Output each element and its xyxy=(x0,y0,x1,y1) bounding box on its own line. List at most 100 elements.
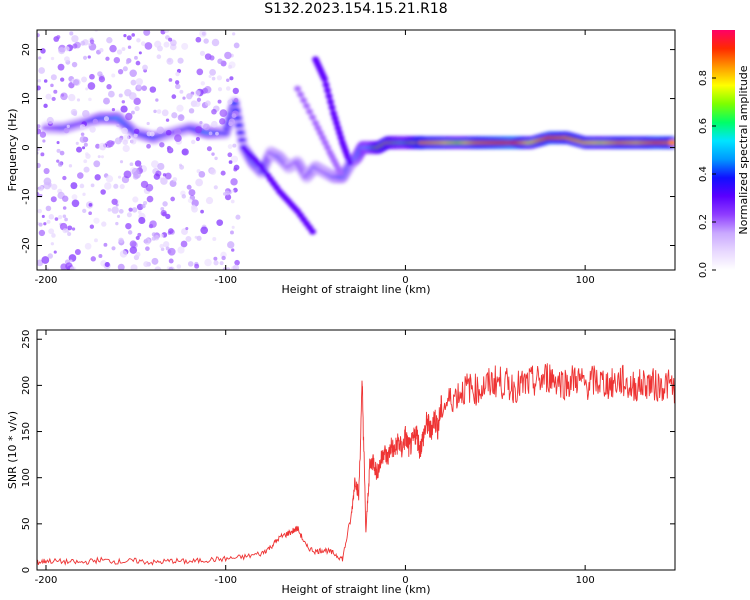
heat-speckle xyxy=(62,175,67,181)
heat-speckle xyxy=(211,108,217,115)
heat-branch-cell xyxy=(303,102,311,109)
heat-speckle xyxy=(90,256,96,262)
heat-branch-cell xyxy=(336,169,344,176)
heat-speckle xyxy=(60,77,65,82)
heat-speckle xyxy=(64,46,70,52)
heat-speckle xyxy=(165,246,170,251)
colorbar-tick-label: 0.6 xyxy=(698,118,709,134)
heat-speckle xyxy=(122,139,128,145)
heat-branch-cell xyxy=(312,120,320,127)
heat-speckle xyxy=(211,38,220,47)
heat-speckle xyxy=(104,182,112,190)
heat-speckle xyxy=(168,37,173,42)
heat-speckle xyxy=(195,136,201,142)
heat-speckle xyxy=(131,207,138,213)
heat-speckle xyxy=(200,226,209,235)
heat-speckle xyxy=(118,93,123,98)
heat-speckle xyxy=(68,82,75,89)
heat-speckle xyxy=(94,238,98,243)
heat-speckle xyxy=(217,99,222,104)
spectrogram-x-axis: -200 -100 0 100 xyxy=(35,30,595,286)
heat-speckle xyxy=(63,127,70,134)
snr-y-tick-label: 100 xyxy=(21,468,32,487)
heat-speckle xyxy=(224,51,232,60)
heat-branch-cell xyxy=(327,98,335,105)
heat-speckle xyxy=(111,198,118,205)
heat-speckle xyxy=(213,260,219,266)
snr-x-tick-label: -100 xyxy=(214,575,237,586)
heat-speckle xyxy=(188,189,196,197)
heat-speckle xyxy=(143,30,151,36)
heat-speckle xyxy=(57,63,65,71)
heat-speckle xyxy=(179,164,185,170)
heat-speckle xyxy=(59,150,65,156)
heat-speckle xyxy=(125,112,133,121)
heat-speckle xyxy=(122,66,128,72)
heat-speckle xyxy=(80,132,85,137)
heat-speckle xyxy=(43,79,48,83)
heat-speckle xyxy=(37,85,41,91)
heat-branch-cell xyxy=(324,87,332,94)
heat-speckle xyxy=(106,84,112,90)
heat-speckle xyxy=(73,79,80,86)
heat-speckle xyxy=(111,246,116,251)
heat-speckle xyxy=(62,206,67,210)
heat-speckle xyxy=(135,251,141,258)
heat-speckle xyxy=(111,108,116,112)
heat-speckle xyxy=(170,39,177,47)
snr-x-tick-label: -200 xyxy=(35,575,58,586)
spectrogram-y-axis: -20 -10 0 10 20 xyxy=(21,43,675,254)
heat-speckle xyxy=(130,110,135,115)
heat-speckle xyxy=(199,50,206,56)
heat-speckle xyxy=(38,67,46,74)
heat-speckle xyxy=(123,170,132,179)
heat-speckle xyxy=(168,258,174,264)
heat-speckle xyxy=(71,35,79,43)
heat-speckle xyxy=(71,61,78,68)
heat-speckle xyxy=(146,143,151,149)
snr-plot-area xyxy=(37,330,675,570)
heat-speckle xyxy=(47,253,54,259)
heat-speckle xyxy=(226,78,230,82)
heat-branch-cell xyxy=(306,108,314,115)
heat-speckle xyxy=(72,110,78,116)
heat-speckle xyxy=(118,237,124,244)
heat-speckle xyxy=(230,155,239,163)
colorbar-axis: 0.0 0.2 0.4 0.6 0.8 xyxy=(698,70,716,278)
heat-speckle xyxy=(83,142,88,147)
heat-speckle xyxy=(209,55,215,61)
spectrogram-frame xyxy=(36,29,676,271)
heat-speckle xyxy=(141,203,146,209)
heat-speckle xyxy=(161,109,169,117)
heat-speckle xyxy=(84,242,92,250)
heat-speckle xyxy=(187,198,193,203)
heat-branch-cell xyxy=(325,93,333,100)
heat-speckle xyxy=(190,204,196,210)
heat-speckle xyxy=(159,142,165,148)
heat-speckle xyxy=(76,146,83,153)
heat-speckle xyxy=(205,196,214,205)
heat-speckle xyxy=(160,177,168,185)
heat-speckle xyxy=(186,93,193,100)
heat-speckle xyxy=(81,146,86,150)
heat-speckle xyxy=(106,140,114,148)
heat-speckle xyxy=(204,258,212,267)
heat-speckle xyxy=(43,181,52,190)
heat-branch-cell xyxy=(322,81,330,88)
heat-speckle xyxy=(159,233,164,238)
heat-branch-cell xyxy=(309,228,317,235)
snr-x-label: Height of straight line (km) xyxy=(281,583,430,596)
heat-speckle xyxy=(221,255,226,261)
heat-speckle xyxy=(56,141,60,145)
heat-speckle xyxy=(228,118,236,126)
heat-speckle xyxy=(134,160,142,167)
heat-speckle xyxy=(67,225,73,231)
heat-speckle xyxy=(151,160,159,169)
heat-speckle xyxy=(51,233,56,238)
heat-speckle xyxy=(209,168,217,175)
snr-series-line xyxy=(36,363,676,566)
heat-speckle xyxy=(69,266,77,270)
heat-speckle xyxy=(129,69,137,77)
heat-speckle xyxy=(202,123,210,131)
heat-speckle xyxy=(164,172,172,180)
